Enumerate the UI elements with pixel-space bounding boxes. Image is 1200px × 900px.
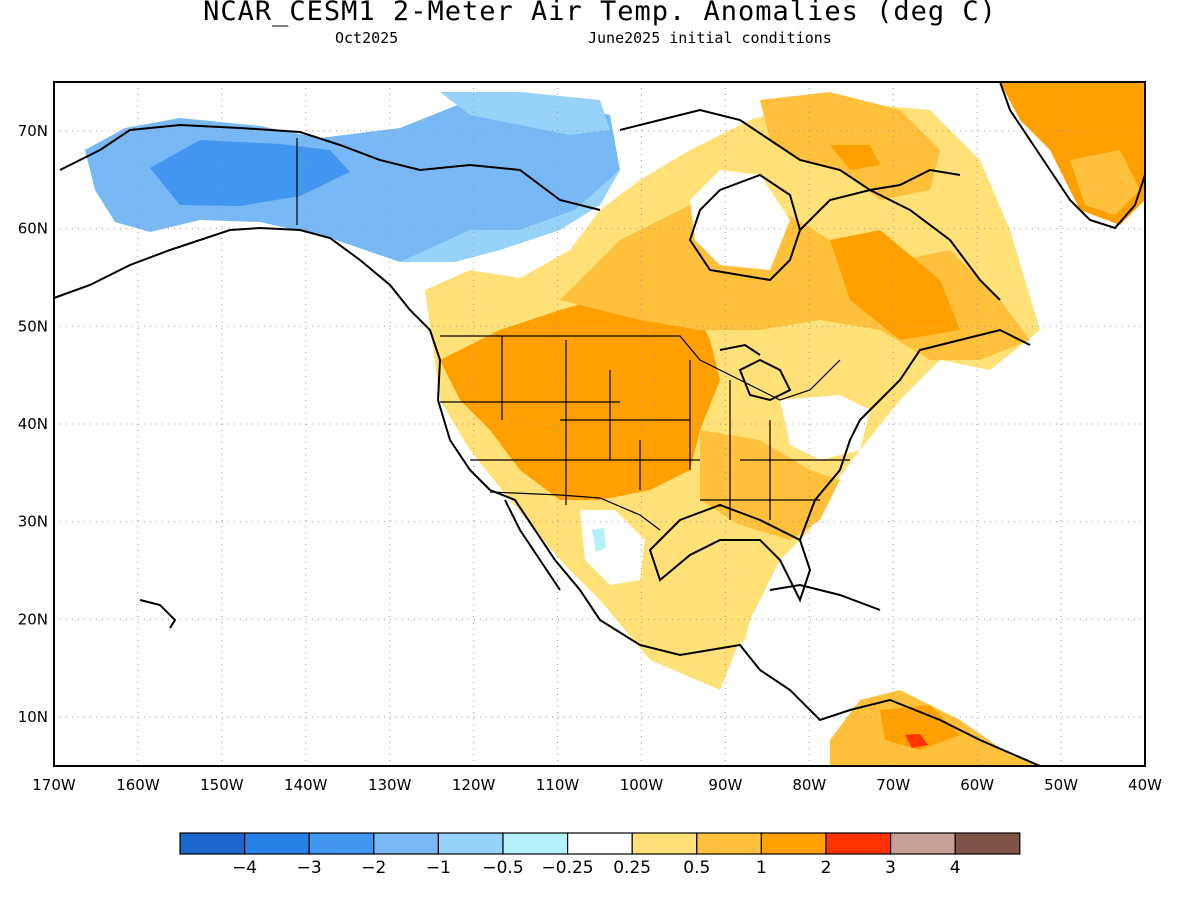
latitude-ticks: 10N 20N 30N 40N 50N 60N 70N: [18, 122, 48, 726]
colorbar: −4 −3 −2 −1 −0.5 −0.25 0.25 0.5 1 2 3 4: [179, 832, 1021, 878]
field-orange-quebec: [830, 230, 960, 340]
colorbar-label: 4: [950, 858, 961, 878]
field-arctic-blue: [440, 92, 610, 135]
valid-month-label: Oct2025: [335, 29, 399, 47]
lon-tick-label: 150W: [200, 776, 244, 794]
lon-tick-label: 170W: [32, 776, 76, 794]
lat-tick-label: 10N: [18, 708, 48, 726]
lon-tick-label: 130W: [368, 776, 412, 794]
field-south-america-red: [905, 734, 928, 748]
field-alaska-core: [150, 140, 350, 206]
colorbar-swatch: [760, 832, 827, 855]
lon-tick-label: 80W: [792, 776, 826, 794]
colorbar-label: −1: [426, 858, 451, 878]
border-us-canada: [440, 335, 841, 401]
field-alaska-cold: [85, 100, 620, 262]
lon-tick-label: 120W: [452, 776, 496, 794]
lon-tick-label: 70W: [876, 776, 910, 794]
lon-tick-label: 110W: [536, 776, 580, 794]
field-orange-west: [440, 290, 720, 500]
lon-tick-label: 100W: [620, 776, 664, 794]
coastlines: [54, 82, 1145, 766]
coast-great-lakes: [719, 343, 792, 402]
field-neutral-east: [780, 395, 870, 460]
coast-labrador: [799, 188, 1001, 301]
colorbar-label: −0.5: [482, 858, 523, 878]
lat-tick-label: 70N: [18, 122, 48, 140]
field-south-america-hot: [880, 705, 960, 750]
coast-east: [799, 328, 1031, 541]
border-states-2: [440, 401, 850, 501]
lat-tick-label: 30N: [18, 513, 48, 531]
colorbar-swatch: [889, 832, 956, 855]
colorbar-label: 1: [756, 858, 767, 878]
field-mexico-yellow: [560, 560, 750, 660]
colorbar-label: 0.5: [683, 858, 710, 878]
border-states-1: [501, 336, 771, 520]
coast-baja: [504, 499, 561, 591]
coast-gulf: [648, 503, 812, 603]
lon-tick-label: 40W: [1128, 776, 1162, 794]
anomaly-fields: [85, 82, 1145, 766]
colorbar-swatch: [566, 832, 633, 855]
lon-tick-label: 50W: [1044, 776, 1078, 794]
coast-cuba: [769, 583, 881, 611]
political-borders: [296, 138, 850, 531]
field-arctic-dark: [830, 145, 880, 170]
coast-arctic-islands: [619, 108, 961, 192]
field-neutral-mexico: [580, 510, 645, 585]
colorbar-swatch: [825, 832, 892, 855]
colorbar-label: 0.25: [613, 858, 651, 878]
map-frame: [53, 81, 1146, 767]
colorbar-swatch: [502, 832, 569, 855]
lon-tick-label: 140W: [284, 776, 328, 794]
colorbar-label: −2: [361, 858, 386, 878]
graticule: [54, 82, 1145, 766]
field-greenland-inner: [1070, 150, 1140, 215]
field-light-blue: [400, 170, 620, 262]
coast-hawaii: [139, 599, 177, 629]
coast-alaska: [54, 226, 1041, 766]
coast-north-alaska: [59, 123, 601, 211]
init-conditions-label: June2025 initial conditions: [588, 29, 832, 47]
colorbar-swatch: [437, 832, 504, 855]
colorbar-swatch: [308, 832, 375, 855]
lon-tick-label: 160W: [116, 776, 160, 794]
colorbar-label: −4: [232, 858, 257, 878]
colorbar-swatch: [244, 832, 310, 855]
colorbar-swatch: [373, 832, 439, 855]
coast-greenland: [999, 82, 1145, 230]
colorbar-swatch: [696, 832, 762, 855]
field-mexico-blue: [592, 528, 606, 552]
lat-tick-label: 50N: [18, 317, 48, 335]
longitude-ticks: 170W 160W 150W 140W 130W 120W 110W 100W 90W 80W 70…: [32, 776, 1162, 794]
colorbar-swatch: [954, 832, 1021, 855]
page-title: NCAR_CESM1 2-Meter Air Temp. Anomalies (…: [203, 0, 997, 27]
colorbar-swatch: [631, 832, 698, 855]
lon-tick-label: 90W: [708, 776, 742, 794]
colorbar-label: 3: [885, 858, 896, 878]
colorbar-label: −3: [297, 858, 322, 878]
lat-tick-label: 40N: [18, 415, 48, 433]
colorbar-label: −0.25: [542, 858, 594, 878]
lat-tick-label: 20N: [18, 610, 48, 628]
colorbar-label: 2: [821, 858, 832, 878]
border-us-mexico: [489, 491, 661, 531]
colorbar-swatch: [179, 832, 246, 855]
lat-tick-label: 60N: [18, 220, 48, 238]
lon-tick-label: 60W: [960, 776, 994, 794]
